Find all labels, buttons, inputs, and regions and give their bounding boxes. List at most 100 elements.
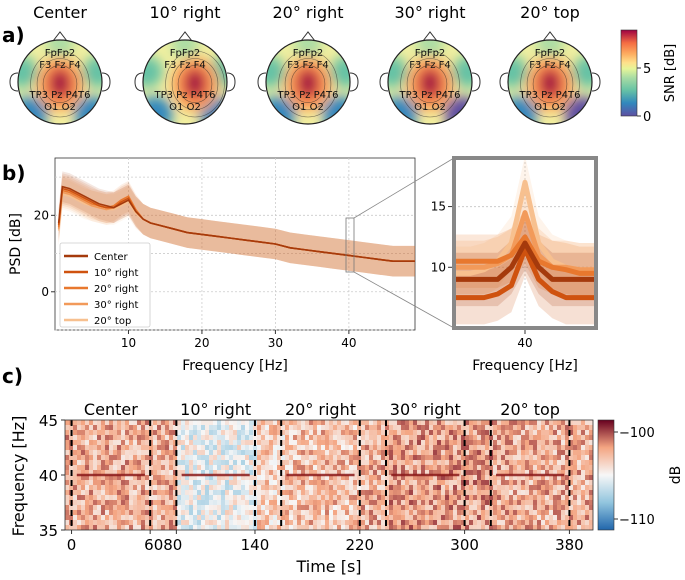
spectrogram-cell bbox=[313, 500, 317, 505]
spectrogram-cell bbox=[197, 475, 201, 480]
spectrogram-cell bbox=[277, 510, 281, 515]
spectrogram-cell bbox=[509, 455, 513, 460]
spectrogram-cell bbox=[277, 480, 281, 485]
spectrogram-cell bbox=[165, 460, 169, 465]
spectrogram-cell bbox=[85, 440, 89, 445]
spectrogram-cell bbox=[537, 460, 541, 465]
spectrogram-cell bbox=[237, 425, 241, 430]
spectrogram-cell bbox=[449, 470, 453, 475]
spectrogram-cell bbox=[381, 445, 385, 450]
spectrogram-cell bbox=[549, 440, 553, 445]
spectrogram-cell bbox=[525, 435, 529, 440]
spectrogram-cell bbox=[129, 500, 133, 505]
spectrogram-cell bbox=[453, 475, 457, 480]
spectrogram-cell bbox=[393, 515, 397, 520]
spectrogram-cell bbox=[349, 485, 353, 490]
spectrogram-cell bbox=[565, 425, 569, 430]
spectrogram-cell bbox=[317, 515, 321, 520]
spectrogram-cell bbox=[497, 510, 501, 515]
spectrogram-cell bbox=[337, 460, 341, 465]
spectrogram-cell bbox=[113, 475, 117, 480]
spectrogram-cell bbox=[457, 485, 461, 490]
spectrogram-cell bbox=[549, 510, 553, 515]
spectrogram-cell bbox=[301, 420, 305, 425]
spectrogram-cell bbox=[109, 525, 113, 530]
spectrogram-cell bbox=[509, 450, 513, 455]
spectrogram-cell bbox=[153, 520, 157, 525]
spectrogram-cell bbox=[417, 475, 421, 480]
spectrogram-cell bbox=[105, 480, 109, 485]
topo-title: 30° right bbox=[394, 3, 465, 22]
spectrogram-cell bbox=[577, 485, 581, 490]
spectrogram-cell bbox=[305, 440, 309, 445]
spectrogram-cell bbox=[69, 465, 73, 470]
spectrogram-cell bbox=[381, 490, 385, 495]
spectrogram-cell bbox=[513, 510, 517, 515]
spectrogram-cell bbox=[241, 500, 245, 505]
spectrogram-cell bbox=[257, 510, 261, 515]
spectrogram-cell bbox=[393, 490, 397, 495]
spectrogram-cell bbox=[481, 465, 485, 470]
spectrogram-cell bbox=[249, 485, 253, 490]
spectrogram-cell bbox=[585, 420, 589, 425]
spectrogram-cell bbox=[553, 455, 557, 460]
spectrogram-cell bbox=[141, 500, 145, 505]
spectrogram-cell bbox=[585, 505, 589, 510]
spectrogram-cell bbox=[285, 460, 289, 465]
spectrogram-cell bbox=[85, 425, 89, 430]
spectrogram-cell bbox=[453, 480, 457, 485]
spectrogram-cell bbox=[381, 455, 385, 460]
spectrogram-cell bbox=[121, 420, 125, 425]
spectrogram-segment-label: Center bbox=[84, 400, 138, 419]
spectrogram-cell bbox=[441, 440, 445, 445]
spectrogram-cell bbox=[181, 525, 185, 530]
spectrogram-cell bbox=[397, 430, 401, 435]
spectrogram-cell bbox=[569, 500, 573, 505]
spectrogram-cell bbox=[101, 520, 105, 525]
spectrogram-cell bbox=[89, 440, 93, 445]
spectrogram-cell bbox=[377, 475, 381, 480]
spectrogram-cell bbox=[349, 470, 353, 475]
spectrogram-cell bbox=[105, 420, 109, 425]
spectrogram-cell bbox=[461, 505, 465, 510]
spectrogram-cell bbox=[269, 470, 273, 475]
spectrogram-cell bbox=[409, 425, 413, 430]
spectrogram-cell bbox=[185, 480, 189, 485]
spectrogram-cell bbox=[85, 495, 89, 500]
spectrogram-cell bbox=[125, 500, 129, 505]
spectrogram-cell bbox=[209, 475, 213, 480]
spectrogram-cell bbox=[97, 495, 101, 500]
spectrogram-cell bbox=[341, 525, 345, 530]
spectrogram-cell bbox=[481, 485, 485, 490]
spectrogram-cell bbox=[577, 445, 581, 450]
spectrogram-cell bbox=[365, 470, 369, 475]
spectrogram-cell bbox=[81, 460, 85, 465]
spectrogram-cell bbox=[293, 480, 297, 485]
spectrogram-cell bbox=[561, 475, 565, 480]
spectrogram-cell bbox=[113, 470, 117, 475]
spectrogram-cell bbox=[381, 450, 385, 455]
psd-xtick: 20 bbox=[194, 336, 209, 350]
spectrogram-cell bbox=[537, 440, 541, 445]
spectrogram-cell bbox=[457, 450, 461, 455]
spectrogram-cell bbox=[189, 440, 193, 445]
spectrogram-cell bbox=[501, 425, 505, 430]
spectrogram-cell bbox=[237, 485, 241, 490]
spectrogram-cell bbox=[121, 465, 125, 470]
spectrogram-cell bbox=[457, 455, 461, 460]
spectrogram-cell bbox=[373, 520, 377, 525]
spectrogram-cell bbox=[293, 460, 297, 465]
spectrogram-cell bbox=[177, 485, 181, 490]
spectrogram-cell bbox=[373, 435, 377, 440]
spectrogram-cell bbox=[477, 495, 481, 500]
spectrogram-cell bbox=[461, 445, 465, 450]
spectrogram-cell bbox=[373, 465, 377, 470]
spectrogram-cell bbox=[425, 470, 429, 475]
spectrogram-cell bbox=[85, 480, 89, 485]
electrode-labels: F3 Fz F4 bbox=[529, 60, 571, 71]
spectrogram-cell bbox=[529, 520, 533, 525]
spectrogram-cell bbox=[273, 450, 277, 455]
spectrogram-cell bbox=[341, 465, 345, 470]
spectrogram-cell bbox=[97, 460, 101, 465]
spectrogram-cell bbox=[457, 465, 461, 470]
